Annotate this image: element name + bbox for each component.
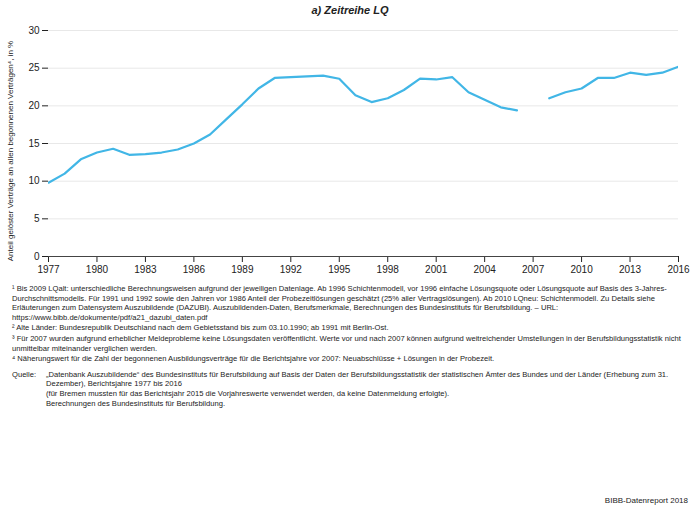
html-text:⁴ Näherungswert für die Zahl d: ⁴ Näherungswert für die Zahl der begonne… — [12, 354, 495, 364]
html-text:„Datenbank Auszubildende“ des: „Datenbank Auszubildende“ des Bundesinst… — [46, 369, 669, 389]
svg-text:2007: 2007 — [522, 264, 545, 275]
svg-text:2001: 2001 — [425, 264, 448, 275]
svg-text:1986: 1986 — [183, 264, 206, 275]
html-text:³ Für 2007 wurden aufgrund erh: ³ Für 2007 wurden aufgrund erheblicher M… — [12, 334, 681, 353]
html-text:Anteil gelöster Verträge an al: Anteil gelöster Verträge an allen begonn… — [5, 40, 15, 262]
svg-text:1977: 1977 — [37, 264, 60, 275]
svg-text:1983: 1983 — [134, 264, 157, 275]
html-text:² Alte Länder: Bundesrepublik: ² Alte Länder: Bundesrepublik Deutschlan… — [12, 323, 389, 333]
svg-text:1998: 1998 — [377, 264, 400, 275]
svg-text:1995: 1995 — [328, 264, 351, 275]
svg-text:1989: 1989 — [231, 264, 254, 275]
svg-text:5: 5 — [34, 213, 40, 224]
svg-text:10: 10 — [28, 175, 40, 186]
html-text:Berechnungen des Bundesinstitu: Berechnungen des Bundesinstituts für Ber… — [46, 398, 225, 408]
html-text:¹ Bis 2009 LQalt: unterschiedl: ¹ Bis 2009 LQalt: unterschiedliche Berec… — [12, 284, 667, 322]
svg-text:2016: 2016 — [667, 264, 690, 275]
svg-text:30: 30 — [28, 25, 40, 36]
svg-text:2004: 2004 — [474, 264, 497, 275]
html-text:BIBB-Datenreport 2018: BIBB-Datenreport 2018 — [604, 496, 688, 505]
html-text:Quelle:: Quelle: — [12, 369, 37, 379]
svg-text:20: 20 — [28, 100, 40, 111]
svg-text:2013: 2013 — [619, 264, 642, 275]
svg-text:15: 15 — [28, 138, 40, 149]
html-text:a) Zeitreihe LQ: a) Zeitreihe LQ — [311, 4, 389, 16]
svg-text:1992: 1992 — [280, 264, 303, 275]
svg-text:1980: 1980 — [86, 264, 109, 275]
svg-text:25: 25 — [28, 62, 40, 73]
svg-text:0: 0 — [34, 251, 40, 262]
html-text:(für Bremen mussten für das Be: (für Bremen mussten für das Berichtsjahr… — [46, 388, 450, 398]
svg-text:2010: 2010 — [570, 264, 593, 275]
